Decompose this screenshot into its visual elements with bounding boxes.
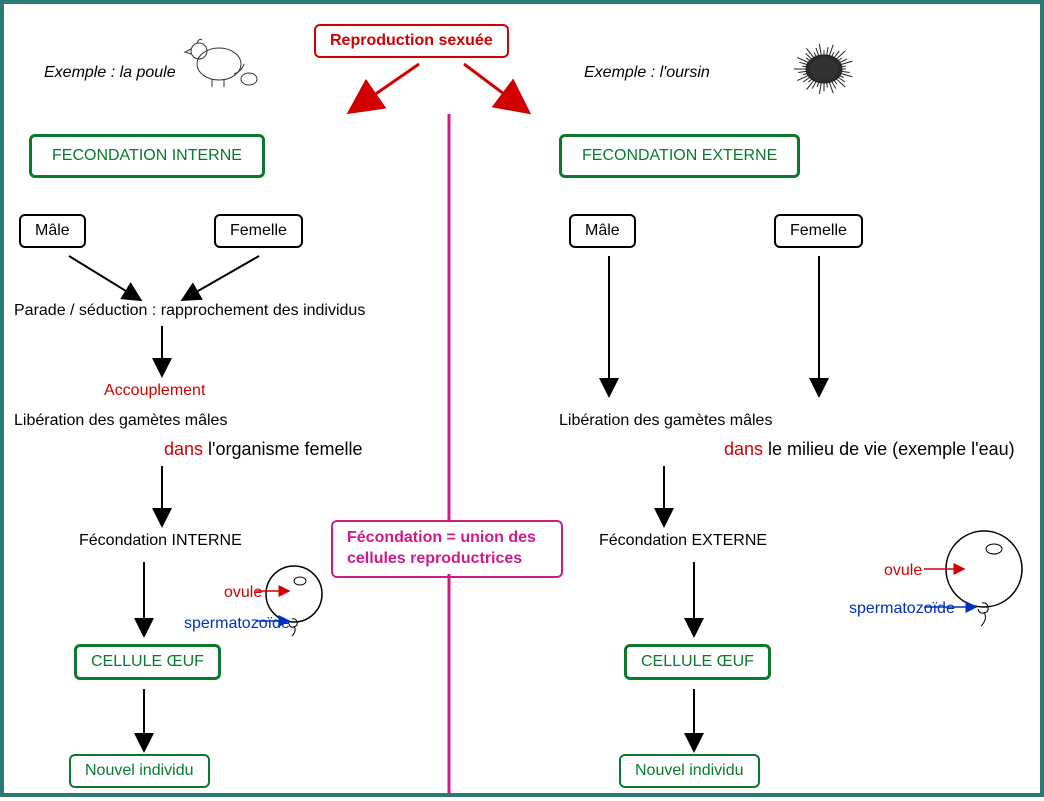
- header-left: FECONDATION INTERNE: [29, 134, 265, 178]
- liberation-left-2: dans l'organisme femelle: [164, 439, 363, 460]
- cellule-right: CELLULE ŒUF: [624, 644, 771, 680]
- example-right: Exemple : l'oursin: [584, 64, 710, 82]
- header-right: FECONDATION EXTERNE: [559, 134, 800, 178]
- ovule-label-right: ovule: [884, 562, 922, 580]
- fecondation-left: Fécondation INTERNE: [79, 532, 242, 550]
- title-box: Reproduction sexuée: [314, 24, 509, 58]
- male-left: Mâle: [19, 214, 86, 248]
- urchin-icon: [784, 29, 864, 94]
- definition-line1: Fécondation = union des: [347, 529, 536, 546]
- arrows-overlay: [4, 4, 1044, 801]
- femelle-left: Femelle: [214, 214, 303, 248]
- sperm-label-left: spermatozoïde: [184, 615, 290, 633]
- male-right: Mâle: [569, 214, 636, 248]
- dans-right: dans: [724, 439, 763, 459]
- liberation-left-1: Libération des gamètes mâles: [14, 412, 227, 430]
- definition-line2: cellules reproductrices: [347, 550, 522, 567]
- eau-right: (exemple l'eau): [892, 439, 1015, 459]
- dans-left: dans: [164, 439, 203, 459]
- ovule-label-left: ovule: [224, 584, 262, 602]
- definition-box: Fécondation = union des cellules reprodu…: [331, 520, 563, 578]
- sperm-label-right: spermatozoïde: [849, 600, 955, 618]
- accouplement-text: Accouplement: [104, 382, 205, 400]
- example-left: Exemple : la poule: [44, 64, 176, 82]
- nouvel-left: Nouvel individu: [69, 754, 210, 788]
- cellule-left: CELLULE ŒUF: [74, 644, 221, 680]
- milieu-right: le milieu de vie: [763, 439, 892, 459]
- femelle-right: Femelle: [774, 214, 863, 248]
- nouvel-right: Nouvel individu: [619, 754, 760, 788]
- liberation-right-1: Libération des gamètes mâles: [559, 412, 772, 430]
- liberation-right-2: dans le milieu de vie (exemple l'eau): [724, 439, 1015, 460]
- chicken-icon: [179, 29, 264, 89]
- parade-text: Parade / séduction : rapprochement des i…: [14, 302, 365, 320]
- fecondation-right: Fécondation EXTERNE: [599, 532, 767, 550]
- organism-left: l'organisme femelle: [203, 439, 363, 459]
